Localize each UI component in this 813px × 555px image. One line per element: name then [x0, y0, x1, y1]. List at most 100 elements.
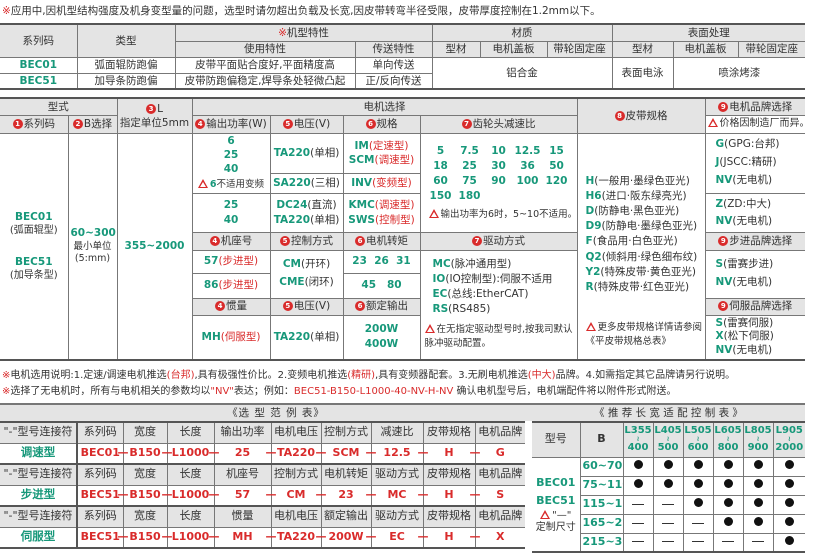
- brand-dc: Z(ZD:中大) NV(无电机): [704, 192, 805, 233]
- selection-table: 型式 3 L 指定单位5mm 电机选择 8 皮带规格 9 电机品牌选择 1 系列码 2 B选…: [0, 97, 805, 361]
- connector-dash: —: [265, 445, 277, 459]
- example-header-cell: 宽度: [122, 505, 168, 528]
- example-value: — L1000: [162, 484, 215, 507]
- item-code: H: [585, 174, 595, 187]
- l-min: L905: [775, 425, 803, 437]
- l-values: 355~2000: [116, 132, 193, 361]
- example-value: — MC: [366, 484, 424, 507]
- value-text: CM: [286, 487, 306, 501]
- fit-cell: [622, 532, 654, 553]
- example-header-cell: 系列码: [76, 463, 124, 486]
- header-seat: 带轮固定座: [546, 40, 613, 58]
- voltage-dc24: DC24(直流) TA220(单相): [269, 192, 344, 233]
- dash-icon: [632, 541, 644, 543]
- gear-ratios: 5 7.5 10 12.5 15 18 25 30 36 50 60 75 90 100 120 150 180…: [419, 132, 578, 233]
- dot-icon: [784, 460, 794, 470]
- ratio-value: 30: [491, 159, 506, 172]
- dot-icon: [784, 498, 794, 508]
- belt-note: 更多皮带规格详情请参阅《平皮带规格总表》: [585, 322, 703, 347]
- example-value: BEC51: [76, 526, 124, 549]
- value-text: H: [444, 445, 454, 459]
- value-text: L1000: [171, 487, 210, 501]
- ratio-note: 输出功率为6时，5~10不适用。: [423, 208, 576, 222]
- example-header-cell: 机座号: [213, 463, 272, 486]
- belt-item: D(防静电·黑色亚光): [586, 204, 703, 219]
- example-header-cell: 宽度: [122, 421, 168, 444]
- fit-cell: [682, 456, 714, 477]
- header-power: 4 输出功率(W): [191, 114, 271, 134]
- drive-note: 在无指定驱动型号时,按我司默认脉冲驱动配置。: [424, 324, 573, 349]
- header-voltage: 5 电压(V): [269, 114, 344, 134]
- b-range: 215~300: [579, 532, 624, 553]
- header-form: 型式: [0, 97, 118, 116]
- custom-note-text: 定制尺寸: [535, 522, 576, 534]
- dot-icon: [633, 479, 643, 489]
- drive-items: MC(脉冲通用型) IO(IO控制型):伺服不适用 EC(总线:EtherCAT) R…: [433, 257, 575, 318]
- example-value: — B150: [118, 484, 168, 507]
- value-text: 23: [338, 487, 354, 501]
- ratio-value: 180: [458, 190, 481, 203]
- example-value: — L1000: [162, 526, 215, 549]
- recommend-title: 《 推 荐 长 宽 适 配 控 制 表 》: [594, 407, 743, 419]
- example-header-cell: 系列码: [76, 421, 124, 444]
- connector-dash: —: [469, 529, 481, 543]
- item-code: EC: [432, 287, 448, 300]
- belt-item: H6(进口·阪东绿亮光): [586, 189, 703, 204]
- dot-icon: [723, 498, 733, 508]
- torque-a: 23 26 31: [342, 249, 421, 274]
- value-text: 57: [234, 487, 251, 501]
- item-desc: (特殊皮带·红色亚光): [593, 281, 690, 294]
- belt-items: H(一般用·墨绿色亚光) H6(进口·阪东绿亮光) D(防静电·黑色亚光) D9(防静…: [586, 174, 703, 296]
- note-segment: 品牌。4.如需指定其它品牌请另行说明。: [555, 370, 736, 381]
- example-header-cell: "-"型号连接符: [0, 463, 78, 486]
- connector-dash: —: [417, 487, 429, 501]
- belt-item: H(一般用·墨绿色亚光): [586, 174, 703, 189]
- dash-icon: [662, 503, 674, 505]
- warning-icon: [424, 324, 435, 334]
- example-header-cell: 宽度: [122, 463, 168, 486]
- example-value: — B150: [118, 442, 168, 465]
- example-title-bar: 《选 型 范 例 表》: [0, 403, 552, 421]
- note-segment: (台邦): [166, 370, 195, 381]
- servo-voltage: TA220(单相): [269, 314, 344, 361]
- item-code: RS: [432, 303, 449, 316]
- ratio-value: 100: [516, 175, 539, 188]
- note-segment: BEC51-B150-L1000-40-NV-H-NV: [293, 386, 454, 397]
- item-code: R: [585, 281, 594, 294]
- fit-cell: [742, 456, 774, 477]
- example-header-cell: 长度: [166, 505, 215, 528]
- drive-item: IO(IO控制型):伺服不适用: [433, 272, 575, 287]
- ratio-grid: 5 7.5 10 12.5 15 18 25 30 36 50 60 75 90 100 120 150 180: [423, 144, 575, 205]
- fit-cell: [742, 475, 774, 496]
- recommend-title-bar: 《 推 荐 长 宽 适 配 控 制 表 》: [532, 403, 805, 421]
- fit-cell: [622, 475, 654, 496]
- belt-item: D9(防静电·墨绿色亚光): [586, 219, 703, 234]
- example-value: — EC: [366, 526, 424, 549]
- item-desc: (防静电·黑色亚光): [594, 204, 680, 217]
- top-note: ※应用中,因机型结构强度及机身变型量的问题，选型时请勿超出负载及长宽,因皮带转弯…: [2, 5, 601, 17]
- connector-dash: —: [208, 529, 220, 543]
- dot-icon: [723, 517, 733, 527]
- b-range: 165~210: [579, 513, 624, 534]
- value-text: L1000: [171, 529, 210, 543]
- fit-cell: [772, 494, 805, 515]
- dot-icon: [693, 498, 703, 508]
- header-spec: 6 规格: [342, 114, 421, 134]
- connector-dash: —: [117, 487, 129, 501]
- ratio-value: 60: [433, 175, 448, 188]
- example-value-row: 调速型 BEC01— B150— L1000—25— TA220— SCM —12.5— H —…: [0, 442, 525, 465]
- item-desc: (食品用·白色亚光): [592, 235, 678, 248]
- example-header-cell: 长度: [166, 421, 215, 444]
- example-value: —200W: [316, 526, 372, 549]
- header-cover2: 电机盖板: [672, 40, 739, 58]
- value-text: BEC01: [80, 445, 120, 459]
- voltage-ta220: TA220(单相): [269, 132, 344, 174]
- example-header-cell: 电机转矩: [320, 463, 372, 486]
- item-desc: (脉冲通用型): [450, 257, 512, 270]
- example-value-row: 步进型 BEC51— B150— L1000—57— CM —23— MC — H — S: [0, 484, 525, 507]
- header-motor: 电机选择: [191, 97, 578, 116]
- item-desc: (进口·阪东绿亮光): [601, 189, 687, 202]
- item-desc: (一般用·墨绿色亚光): [594, 174, 690, 187]
- connector-dash: —: [315, 445, 327, 459]
- fit-cell: [652, 475, 684, 496]
